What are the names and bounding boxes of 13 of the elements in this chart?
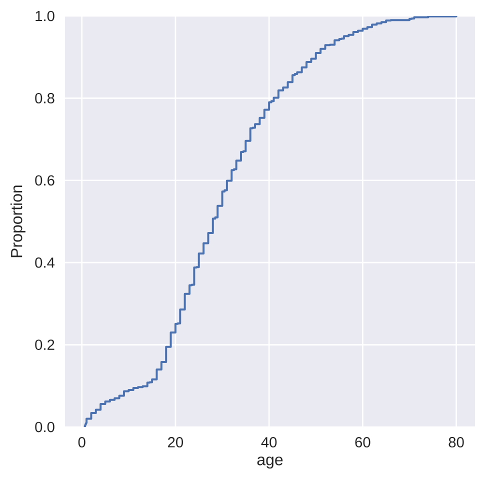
x-tick-label: 60 xyxy=(355,437,370,448)
y-tick-label: 1.0 xyxy=(36,10,54,22)
y-tick-label: 0.2 xyxy=(35,340,54,350)
x-axis-title: age xyxy=(257,456,283,469)
x-tick-label: 0 xyxy=(78,437,86,448)
y-tick-label: 0.0 xyxy=(35,422,54,432)
y-tick-label: 0.6 xyxy=(35,175,54,186)
x-tick-label: 20 xyxy=(168,437,184,448)
x-tick-label: 40 xyxy=(261,437,277,448)
x-tick-label: 80 xyxy=(448,437,464,448)
y-tick-label: 0.4 xyxy=(35,257,55,268)
y-axis-title: Proportion xyxy=(10,186,26,258)
y-tick-label: 0.8 xyxy=(35,93,54,104)
